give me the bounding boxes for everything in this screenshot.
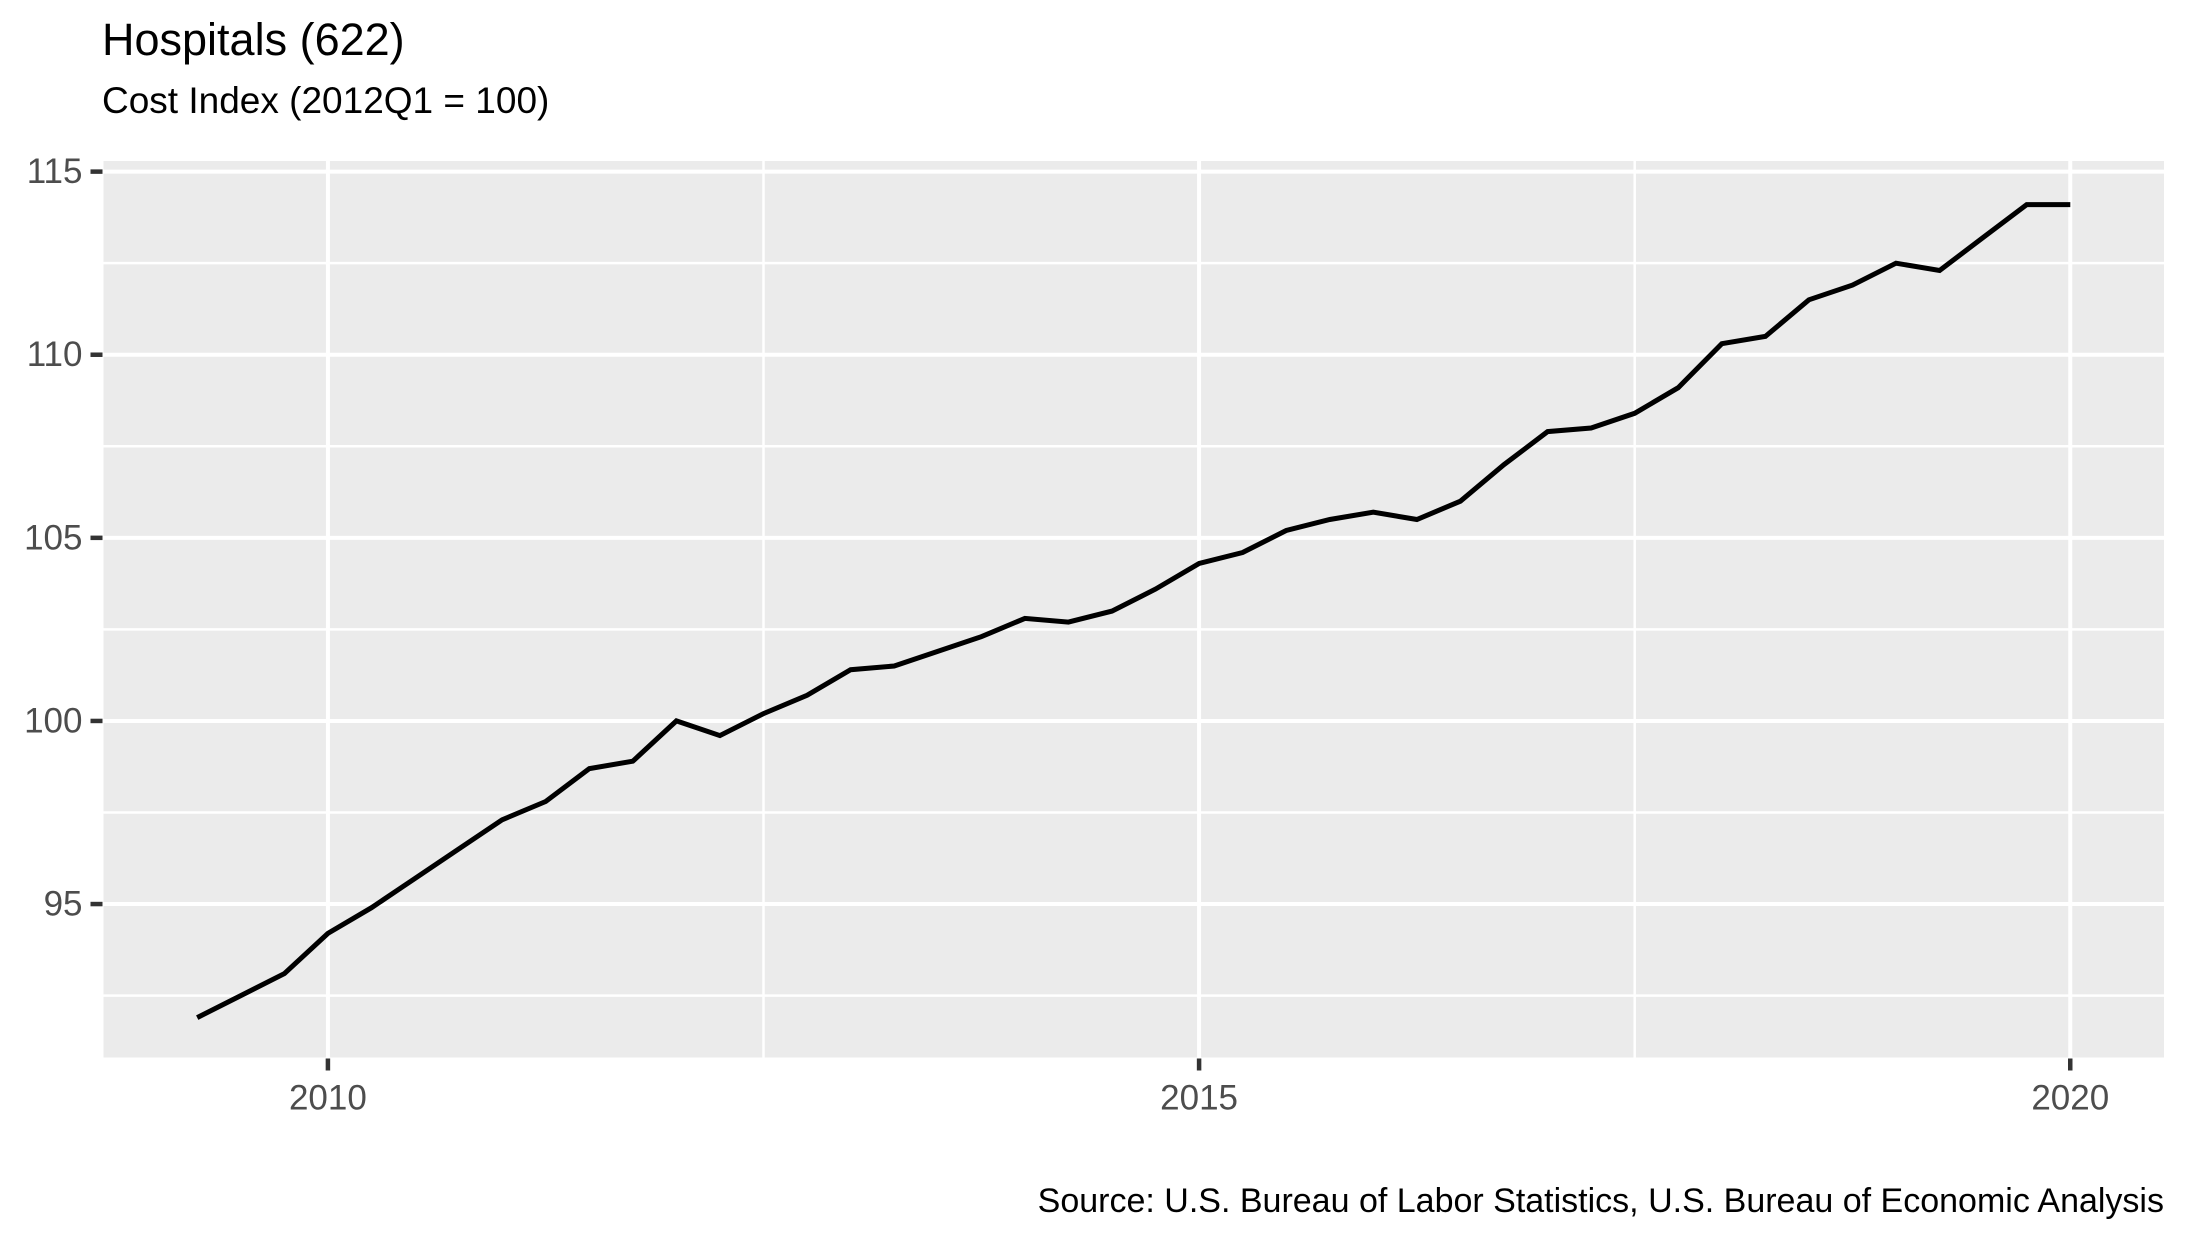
data-line xyxy=(196,202,2071,1020)
y-axis-label: 110 xyxy=(27,335,83,374)
chart-title: Hospitals (622) xyxy=(102,14,405,65)
source-caption: Source: U.S. Bureau of Labor Statistics,… xyxy=(1037,1182,2164,1220)
x-axis-label: 2020 xyxy=(2031,1079,2109,1118)
chart-subtitle: Cost Index (2012Q1 = 100) xyxy=(102,80,550,121)
y-axis-label: 105 xyxy=(24,518,82,557)
panel-background xyxy=(103,161,2164,1058)
x-axis-label: 2010 xyxy=(289,1079,367,1118)
y-axis-label: 95 xyxy=(44,885,83,924)
y-axis-label: 115 xyxy=(27,152,83,191)
y-axis-label: 100 xyxy=(24,701,82,740)
x-axis-label: 2015 xyxy=(1160,1079,1238,1118)
